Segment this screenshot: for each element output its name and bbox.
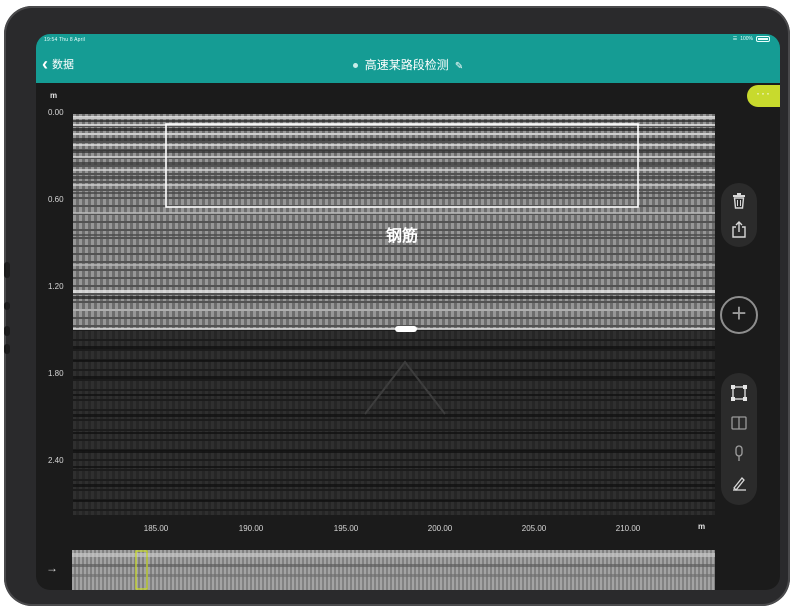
marker-button[interactable] [721,439,757,467]
reflection-band [73,296,715,299]
edit-title-icon[interactable]: ✎ [454,61,464,72]
box-select-button[interactable] [721,379,757,407]
reflection-band [73,128,715,131]
tablet-frame: 19:54 Thu 8 April ☰ 100% ‹ 数据 高速某路段检测 ✎ ·… [4,6,790,606]
reflection-bands [73,116,715,311]
analysis-toolbar [721,373,757,505]
x-tick-label: 195.00 [333,524,359,533]
y-tick-label: 0.60 [48,195,64,204]
back-button[interactable]: ‹ 数据 [42,54,74,74]
side-button [4,326,10,336]
delete-button[interactable] [721,187,757,215]
overview-band [72,564,715,567]
divider-handle[interactable] [395,326,417,332]
viewport-window[interactable] [135,550,148,590]
wifi-icon: ☰ [732,36,738,42]
reflection-band [73,309,715,311]
split-view-button[interactable] [721,409,757,437]
radar-lower-region [73,329,715,515]
reflection-band [73,162,715,165]
deep-reflection-band [73,414,715,417]
deep-reflection-band [73,466,715,468]
draw-icon [733,477,746,491]
overview-band [72,553,715,557]
y-tick-label: 1.20 [48,282,64,291]
reflection-band [73,184,715,186]
side-button [4,344,10,354]
add-marker-button[interactable]: + [720,296,758,334]
reflection-band [73,290,715,293]
deep-reflection-band [73,432,715,434]
y-tick-label: 1.80 [48,369,64,378]
reflection-band [73,120,715,122]
y-tick-label: 2.40 [48,456,64,465]
overview-band [72,574,715,577]
trash-icon [733,193,745,209]
battery-level: 100% [740,36,753,42]
reflection-band [73,192,715,194]
back-label: 数据 [52,59,74,71]
split-view-icon [731,416,747,430]
status-time: 19:54 Thu 8 April [44,37,86,43]
reflection-band [73,138,715,141]
page-title[interactable]: 高速某路段检测 ✎ [36,56,780,73]
annotation-label: 钢筋 [386,226,418,245]
export-button[interactable] [721,215,757,243]
reflection-band [73,169,715,171]
deep-reflection-band [73,394,715,396]
deep-reflection-band [73,484,715,487]
x-tick-label: 205.00 [521,524,547,533]
reflection-band [73,176,715,179]
reflection-band [73,133,715,135]
status-indicators: ☰ 100% [733,36,770,42]
more-options-button[interactable]: ··· [747,85,780,107]
reflection-band [73,150,715,153]
reflection-band [73,264,715,266]
box-select-icon [731,385,747,401]
reflection-band [73,156,715,158]
chevron-left-icon: ‹ [42,54,48,74]
x-tick-label: 185.00 [143,524,169,533]
reflection-band [73,124,715,126]
marker-icon [735,444,743,461]
deep-reflection-band [73,346,715,349]
reflection-band [73,212,715,214]
radar-texture [73,114,715,329]
reflection-band [73,234,715,236]
deep-reflection-band [73,450,715,453]
navigation-bar: 19:54 Thu 8 April ☰ 100% ‹ 数据 高速某路段检测 ✎ [36,34,780,83]
y-tick-label: 0.00 [48,108,64,117]
x-axis-unit: m [698,522,706,531]
battery-icon [756,36,770,42]
title-text: 高速某路段检测 [364,58,449,72]
status-dot [352,63,358,69]
y-axis-unit: m [50,91,58,100]
x-tick-label: 200.00 [427,524,453,533]
x-tick-label: 190.00 [238,524,264,533]
deep-reflection-band [73,500,715,502]
arrow-right-icon: → [46,561,58,575]
app-screen: 19:54 Thu 8 April ☰ 100% ‹ 数据 高速某路段检测 ✎ ·… [36,34,780,590]
side-button [4,302,10,310]
draw-button[interactable] [721,469,757,497]
reflection-band [73,144,715,146]
edit-toolbar [721,183,757,247]
plus-icon: + [731,298,747,328]
x-tick-label: 210.00 [615,524,641,533]
rebar-annotation-box[interactable] [165,123,639,208]
hyperbola-reflection [364,360,446,415]
reflection-band [73,116,715,119]
deep-reflection-band [73,360,715,362]
share-icon [732,220,746,238]
radargram-view[interactable]: 钢筋 [73,114,715,515]
overview-strip[interactable] [72,550,715,590]
volume-button [4,262,10,278]
